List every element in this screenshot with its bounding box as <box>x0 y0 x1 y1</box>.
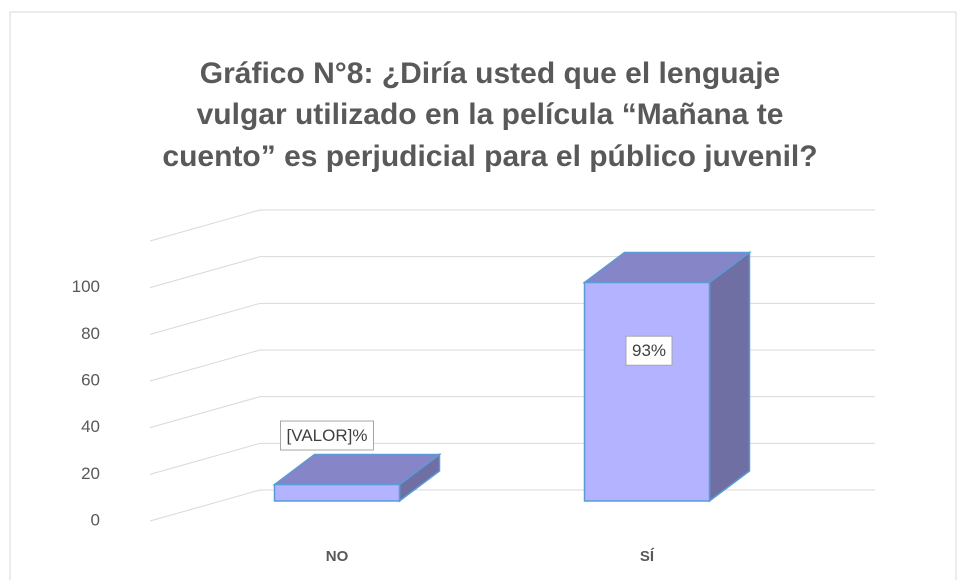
grid-line <box>149 302 875 335</box>
bar <box>272 453 442 503</box>
grid-line <box>149 256 875 289</box>
data-label: 93% <box>632 341 666 360</box>
chart-border <box>9 11 957 580</box>
bar-side <box>708 250 751 503</box>
x-tick-label: NO <box>326 548 349 565</box>
grid-line <box>149 489 875 522</box>
bar <box>582 250 752 503</box>
x-tick-label: SÍ <box>640 548 655 565</box>
grid-line <box>149 442 875 475</box>
bar-front <box>583 281 711 502</box>
grid-line <box>149 396 875 429</box>
y-tick-label: 60 <box>81 370 100 389</box>
y-tick-label: 20 <box>81 464 100 483</box>
grid-line <box>149 349 875 382</box>
grid-line <box>149 209 875 242</box>
y-tick-label: 100 <box>72 277 100 296</box>
data-label-box <box>280 420 374 451</box>
data-label-box <box>625 335 673 366</box>
chart-title: Gráfico N°8: ¿Diría usted que el lenguaj… <box>200 57 780 90</box>
y-tick-label: 0 <box>91 510 100 529</box>
y-tick-label: 80 <box>81 324 100 343</box>
chart-title: cuento” es perjudicial para el público j… <box>162 140 817 173</box>
chart-title: vulgar utilizado en la película “Mañana … <box>197 98 784 131</box>
y-tick-label: 40 <box>81 417 100 436</box>
data-label: [VALOR]% <box>287 426 368 445</box>
bar-front <box>273 483 401 502</box>
